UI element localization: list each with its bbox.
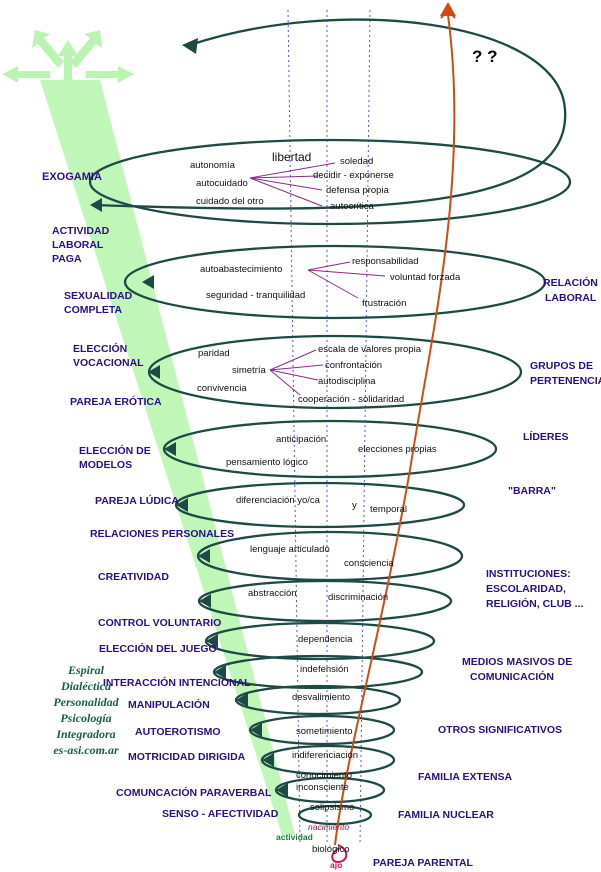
left-label: INTERACCIÓN INTENCIONAL — [103, 676, 251, 689]
left-label: PAREJA LÚDICA — [95, 494, 179, 507]
left-label: ACTIVIDAD — [52, 225, 110, 237]
inner-label: biológico — [312, 844, 350, 855]
inner-label: autocrítica — [330, 201, 375, 212]
inner-label: inconsciente — [296, 782, 349, 793]
title-line: Integradora — [55, 727, 115, 741]
inner-label: soledad — [340, 156, 373, 167]
right-label: INSTITUCIONES: — [486, 568, 571, 580]
inner-label: defensa propia — [326, 185, 390, 196]
left-label: MANIPULACIÓN — [128, 698, 210, 711]
right-label: LÍDERES — [523, 430, 569, 443]
left-label: SENSO - AFECTIVIDAD — [162, 808, 279, 820]
inner-label: consciencia — [344, 558, 394, 569]
right-label: PAREJA PARENTAL — [373, 857, 474, 869]
inner-label: convivencia — [197, 383, 247, 394]
left-label: PAREJA ERÓTICA — [70, 395, 162, 408]
left-label: AUTOEROTISMO — [135, 726, 221, 738]
inner-label: indefensión — [300, 664, 349, 675]
inner-label: decidir - exponerse — [313, 170, 394, 181]
inner-label: elecciones propias — [358, 444, 437, 455]
title-line: Psicología — [60, 711, 111, 725]
right-label: RELIGIÓN, CLUB ... — [486, 597, 584, 610]
inner-label: autocuidado — [196, 178, 248, 189]
left-label: COMPLETA — [64, 304, 123, 316]
spiral-arrowheads — [90, 38, 288, 797]
left-label: VOCACIONAL — [73, 357, 144, 369]
inner-labels: libertad autonomía autocuidado cuidado d… — [190, 150, 461, 870]
left-label: RELACIONES PERSONALES — [90, 528, 234, 540]
inner-label: escala de valores propia — [318, 344, 422, 355]
green-arrows-icon — [2, 30, 134, 83]
inner-label: ajo — [330, 860, 342, 870]
inner-label: sometimiento — [296, 726, 353, 737]
right-label: LABORAL — [545, 292, 597, 304]
inner-label: conocimiento — [296, 770, 352, 781]
inner-label: cuidado del otro — [196, 196, 264, 207]
title-line: Dialéctica — [60, 679, 111, 693]
inner-label: responsabilidad — [352, 256, 419, 267]
orange-growth-line — [334, 2, 456, 846]
exogamia-label: EXOGAMIA — [42, 171, 102, 183]
left-label: MODELOS — [79, 459, 132, 471]
question-marks: ? ? — [472, 47, 498, 66]
left-label: CONTROL VOLUNTARIO — [98, 617, 221, 629]
right-label: ESCOLARIDAD, — [486, 583, 566, 595]
inner-label: dependencia — [298, 634, 353, 645]
title-line: Personalidad — [53, 695, 119, 709]
inner-label: paridad — [198, 348, 230, 359]
left-label: CREATIVIDAD — [98, 571, 169, 583]
inner-label: autoabastecimiento — [200, 264, 282, 275]
right-label: FAMILIA NUCLEAR — [398, 809, 494, 821]
left-labels: EXOGAMIA ACTIVIDAD LABORAL PAGA SEXUALID… — [42, 171, 279, 820]
inner-label: solipsismo — [310, 802, 354, 813]
title-block: Espiral Dialéctica Personalidad Psicolog… — [53, 663, 119, 757]
inner-label: autonomía — [190, 160, 236, 171]
purple-arrows — [249, 162, 386, 396]
inner-label: voluntad forzada — [390, 272, 461, 283]
right-label: COMUNICACIÓN — [470, 670, 554, 683]
red-squiggle — [331, 844, 348, 864]
right-labels: RELACIÓN LABORAL GRUPOS DE PERTENENCIA L… — [373, 276, 601, 869]
left-label: LABORAL — [52, 239, 104, 251]
right-label: "BARRA" — [508, 485, 556, 497]
title-line: Espiral — [67, 663, 105, 677]
inner-label: nacimiento — [308, 822, 349, 832]
right-label: OTROS SIGNIFICATIVOS — [438, 724, 562, 736]
inner-label: anticipación — [276, 434, 326, 445]
inner-label: pensamiento lógico — [226, 457, 308, 468]
inner-label: desvalimiento — [292, 692, 350, 703]
title-line: es-asi.com.ar — [53, 743, 119, 757]
right-label: FAMILIA EXTENSA — [418, 771, 513, 783]
left-label: PAGA — [52, 253, 82, 265]
right-label: MEDIOS MASIVOS DE — [462, 656, 572, 668]
right-label: RELACIÓN — [543, 276, 598, 289]
inner-label: cooperación - solidaridad — [298, 394, 404, 405]
inner-label: lenguaje articulado — [250, 544, 330, 555]
inner-label: indiferenciación — [292, 750, 358, 761]
inner-label: simetría — [232, 365, 267, 376]
inner-label: abstracción — [248, 588, 297, 599]
inner-label: actividad — [276, 832, 313, 842]
left-label: ELECCIÓN — [73, 342, 127, 355]
inner-label: confrontación — [325, 360, 382, 371]
inner-label: discriminación — [328, 592, 388, 603]
inner-label: y — [352, 500, 357, 511]
right-label: GRUPOS DE — [530, 360, 593, 372]
left-label: SEXUALIDAD — [64, 290, 133, 302]
left-label: ELECCIÓN DEL JUEGO — [99, 642, 217, 655]
left-label: COMUNCACIÓN PARAVERBAL — [116, 786, 272, 799]
left-label: ELECCIÓN DE — [79, 444, 151, 457]
inner-label: autodisciplina — [318, 376, 376, 387]
right-label: PERTENENCIA — [530, 375, 601, 387]
inner-label: libertad — [272, 150, 311, 164]
green-growth-band — [40, 80, 295, 835]
inner-label: diferenciación yo/ca — [236, 495, 321, 506]
inner-label: seguridad - tranquilidad — [206, 290, 305, 301]
inner-label: frustración — [362, 298, 406, 309]
inner-label: temporal — [370, 504, 407, 515]
left-label: MOTRICIDAD DIRIGIDA — [128, 751, 246, 763]
